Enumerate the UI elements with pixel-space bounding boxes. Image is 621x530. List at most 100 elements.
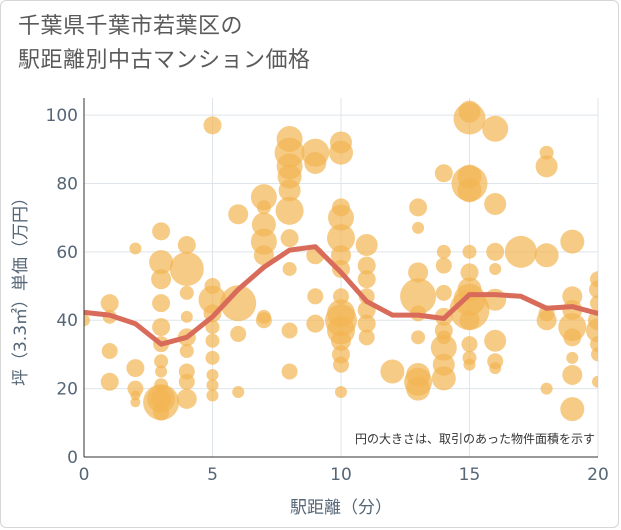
- data-bubble: [307, 288, 324, 305]
- data-bubble: [484, 288, 507, 311]
- data-bubble: [357, 314, 376, 333]
- tick-labels: 0 5 10 15 20 0 20 40 60 80 100: [46, 106, 609, 485]
- data-bubble: [152, 318, 171, 337]
- data-bubble: [489, 362, 502, 375]
- data-bubble: [461, 336, 478, 353]
- data-bubble: [534, 243, 559, 268]
- y-axis-label: 坪（3.3㎡）単価（万円）: [11, 189, 31, 386]
- chart-title-line-1: 千葉県千葉市若葉区の: [18, 14, 244, 39]
- data-bubble: [179, 285, 194, 300]
- data-bubble: [152, 222, 171, 241]
- data-bubble: [431, 366, 456, 391]
- data-bubble: [560, 397, 585, 422]
- data-bubble: [357, 256, 376, 275]
- data-bubble: [434, 164, 453, 183]
- x-axis-label: 駅距離（分）: [290, 498, 392, 518]
- data-bubble: [484, 329, 507, 352]
- data-bubble: [562, 364, 583, 385]
- data-bubble: [206, 368, 219, 381]
- data-bubble: [232, 386, 245, 399]
- data-bubble: [589, 280, 598, 299]
- data-bubble: [178, 373, 195, 390]
- y-tick-label: 40: [56, 311, 78, 331]
- data-bubble: [380, 359, 405, 384]
- data-bubble: [205, 320, 220, 335]
- data-bubble: [563, 328, 582, 347]
- data-bubble: [306, 314, 325, 333]
- data-bubble: [435, 257, 452, 274]
- chart-title: 千葉県千葉市若葉区の 駅距離別中古マンション価格: [18, 10, 311, 78]
- x-tick-label: 5: [207, 465, 218, 485]
- data-bubble: [281, 363, 298, 380]
- data-bubble: [463, 358, 476, 371]
- data-bubble: [411, 330, 426, 345]
- data-bubble: [462, 244, 477, 259]
- data-bubble: [149, 250, 174, 275]
- x-tick-label: 10: [330, 465, 352, 485]
- data-bubble: [129, 242, 142, 255]
- data-bubble: [591, 347, 598, 362]
- data-bubble: [206, 389, 219, 402]
- data-bubble: [590, 295, 598, 312]
- data-bubble: [203, 116, 222, 135]
- data-bubble: [151, 269, 172, 290]
- data-bubble: [457, 178, 482, 203]
- data-bubble: [592, 375, 598, 388]
- data-bubble: [435, 284, 452, 301]
- data-bubble: [406, 376, 431, 401]
- data-bubble: [205, 333, 220, 348]
- data-bubble: [206, 379, 219, 392]
- data-bubble: [333, 356, 349, 373]
- data-bubble: [230, 325, 247, 342]
- data-bubble: [536, 310, 557, 331]
- data-bubble: [177, 236, 196, 255]
- data-bubble: [400, 278, 437, 315]
- data-bubble: [152, 294, 171, 313]
- x-tick-label: 15: [459, 465, 481, 485]
- data-bubble: [331, 245, 351, 266]
- data-bubble: [151, 388, 172, 409]
- data-bubble: [449, 289, 490, 330]
- data-bubble: [560, 229, 585, 254]
- y-tick-label: 0: [67, 448, 78, 468]
- data-bubble: [304, 151, 327, 174]
- data-bubble: [179, 344, 194, 359]
- data-bubble: [101, 343, 118, 360]
- data-bubble: [430, 334, 457, 361]
- data-bubble: [562, 286, 583, 307]
- data-bubble: [130, 397, 141, 408]
- data-bubble: [535, 155, 558, 178]
- data-bubble: [282, 261, 297, 276]
- y-tick-label: 20: [56, 380, 78, 400]
- data-bubble: [329, 140, 353, 165]
- data-bubble: [540, 382, 553, 395]
- data-bubble: [153, 404, 170, 421]
- y-tick-label: 80: [56, 174, 78, 194]
- data-bubble: [155, 365, 168, 378]
- data-bubble: [169, 251, 204, 286]
- data-bubble: [482, 115, 509, 142]
- data-bubble: [281, 322, 298, 339]
- chart-title-line-2: 駅距離別中古マンション価格: [18, 48, 311, 73]
- data-bubble: [504, 235, 537, 268]
- data-bubble: [586, 318, 598, 343]
- data-bubble: [126, 359, 145, 378]
- data-bubble: [409, 198, 428, 217]
- data-bubble: [486, 242, 505, 261]
- data-bubble: [250, 184, 277, 211]
- data-bubble: [489, 262, 502, 275]
- data-bubble: [459, 310, 480, 331]
- data-bubble: [335, 386, 347, 399]
- data-bubble: [453, 102, 486, 135]
- data-bubble: [154, 354, 169, 369]
- data-bubble: [358, 329, 375, 346]
- data-bubble: [327, 224, 355, 253]
- data-bubble: [436, 244, 451, 259]
- bubble-layer: [84, 100, 598, 422]
- trend-line-layer: [84, 244, 598, 347]
- data-bubble: [331, 330, 351, 351]
- data-bubble: [484, 192, 507, 215]
- data-bubble: [180, 310, 193, 323]
- data-bubble: [228, 204, 249, 225]
